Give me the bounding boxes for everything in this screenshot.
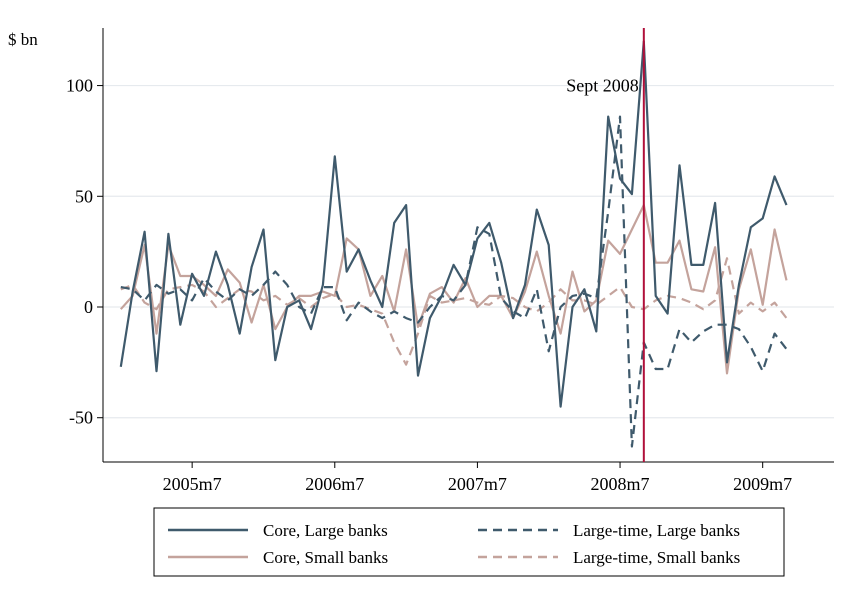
legend: Core, Large banks Large-time, Large banks… <box>153 507 785 577</box>
x-tick-label: 2007m7 <box>448 474 507 494</box>
annotation-label: Sept 2008 <box>566 76 639 96</box>
legend-label: Core, Large banks <box>263 521 388 540</box>
series-line-large-time-large-banks <box>120 115 788 448</box>
y-tick-label: 0 <box>84 297 93 317</box>
sept-2008-annotation: Sept 2008 <box>566 28 645 462</box>
legend-label: Large-time, Small banks <box>573 548 740 567</box>
y-tick-label: 100 <box>66 76 93 96</box>
axes <box>102 28 834 463</box>
x-tick-label: 2005m7 <box>163 474 222 494</box>
x-tick-label: 2009m7 <box>733 474 792 494</box>
series-line-large-time-small-banks <box>120 257 788 366</box>
gridlines <box>103 84 834 419</box>
series-lines <box>119 40 788 448</box>
y-tick-label: 50 <box>75 186 93 206</box>
y-tick-label: -50 <box>69 408 93 428</box>
legend-label: Core, Small banks <box>263 548 388 567</box>
y-axis-label: $ bn <box>8 30 38 49</box>
legend-label: Large-time, Large banks <box>573 521 740 540</box>
series-line-core-small-banks <box>119 204 788 375</box>
y-axis-ticks: -50 0 50 100 <box>66 76 103 428</box>
x-tick-label: 2006m7 <box>305 474 364 494</box>
x-axis-ticks: 2005m7 2006m7 2007m7 2008m7 2009m7 <box>163 462 792 494</box>
legend-box <box>153 507 785 577</box>
x-tick-label: 2008m7 <box>591 474 650 494</box>
series-line-core-large-banks <box>119 40 788 408</box>
